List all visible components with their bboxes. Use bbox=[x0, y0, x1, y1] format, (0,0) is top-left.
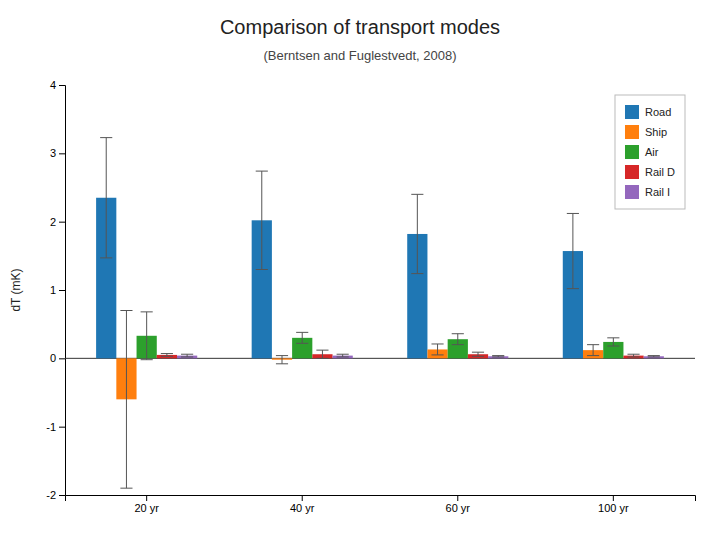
error-bar bbox=[607, 338, 619, 346]
y-tick-label: 0 bbox=[50, 352, 56, 364]
error-bar bbox=[431, 344, 443, 355]
x-tick: 60 yr bbox=[446, 495, 471, 514]
title: Comparison of transport modes bbox=[220, 16, 500, 38]
error-bar bbox=[472, 352, 484, 356]
x-axis-line bbox=[66, 496, 696, 502]
x-tick-label: 60 yr bbox=[446, 502, 471, 514]
error-bar bbox=[141, 312, 153, 360]
series-4 bbox=[177, 354, 664, 358]
y-axis-title: dT (mK) bbox=[9, 268, 23, 311]
legend-item: Air bbox=[625, 145, 659, 159]
legend-swatch bbox=[625, 105, 639, 119]
legend-item: Rail I bbox=[625, 185, 670, 199]
legend-box bbox=[615, 95, 685, 209]
y-tick-label: 3 bbox=[50, 147, 56, 159]
error-bar bbox=[492, 356, 504, 357]
y-tick: 4 bbox=[50, 79, 65, 91]
legend-label: Ship bbox=[645, 126, 667, 138]
error-bar bbox=[567, 213, 579, 288]
y-tick-mark bbox=[59, 290, 65, 291]
legend-label: Road bbox=[645, 106, 671, 118]
legend-swatch bbox=[625, 185, 639, 199]
y-tick: 0 bbox=[50, 352, 65, 364]
x-tick: 40 yr bbox=[290, 495, 315, 514]
y-tick-label: -2 bbox=[46, 489, 56, 501]
legend-label: Rail I bbox=[645, 186, 670, 198]
legend-label: Air bbox=[645, 146, 659, 158]
bar bbox=[488, 356, 508, 358]
y-tick: 1 bbox=[50, 284, 65, 296]
legend-swatch bbox=[625, 165, 639, 179]
x-tick: 100 yr bbox=[598, 495, 629, 514]
error-bar bbox=[411, 194, 423, 273]
error-bar bbox=[256, 171, 268, 269]
legend-item: Ship bbox=[625, 125, 667, 139]
x-tick-label: 100 yr bbox=[598, 502, 629, 514]
bar bbox=[644, 356, 664, 358]
y-tick-mark bbox=[59, 222, 65, 223]
error-bar bbox=[181, 354, 193, 357]
y-tick-mark bbox=[59, 358, 65, 359]
x-tick-mark bbox=[302, 495, 303, 501]
x-tick-mark bbox=[613, 495, 614, 501]
y-tick-label: 2 bbox=[50, 216, 56, 228]
x-tick: 20 yr bbox=[134, 495, 159, 514]
error-bar bbox=[120, 311, 132, 489]
x-tick-mark bbox=[457, 495, 458, 501]
subtitle: (Berntsen and Fuglestvedt, 2008) bbox=[264, 48, 457, 63]
y-tick: 2 bbox=[50, 216, 65, 228]
error-bar bbox=[276, 356, 288, 364]
y-tick-label: 4 bbox=[50, 79, 56, 91]
error-bar bbox=[648, 356, 660, 357]
y-axis: -2 -1 0 1 2 3 4 bbox=[46, 79, 65, 501]
series-1 bbox=[116, 311, 603, 489]
error-bar bbox=[100, 138, 112, 258]
error-bar bbox=[337, 354, 349, 357]
legend: Road Ship Air Rail D Rail I bbox=[615, 95, 685, 209]
y-tick: -2 bbox=[46, 489, 65, 501]
x-tick-label: 40 yr bbox=[290, 502, 315, 514]
legend-swatch bbox=[625, 125, 639, 139]
legend-item: Rail D bbox=[625, 165, 675, 179]
x-axis: 20 yr 40 yr 60 yr 100 yr bbox=[66, 495, 696, 514]
y-tick: 3 bbox=[50, 147, 65, 159]
y-axis-line bbox=[59, 86, 66, 496]
x-tick-label: 20 yr bbox=[134, 502, 159, 514]
error-bar bbox=[296, 332, 308, 343]
error-bar bbox=[161, 354, 173, 357]
error-bar bbox=[587, 345, 599, 356]
y-tick-mark bbox=[59, 495, 65, 496]
marks bbox=[65, 138, 695, 489]
legend-item: Road bbox=[625, 105, 671, 119]
series-2 bbox=[137, 312, 624, 360]
y-tick-mark bbox=[59, 427, 65, 428]
legend-label: Rail D bbox=[645, 166, 675, 178]
y-tick-label: 1 bbox=[50, 284, 56, 296]
y-tick-mark bbox=[59, 85, 65, 86]
chart: Comparison of transport modes (Berntsen a… bbox=[0, 0, 720, 540]
series-0 bbox=[96, 138, 583, 359]
plot-area: -2 -1 0 1 2 3 4 20 yr 40 yr 60 yr 100 yr dT (mK) Roa… bbox=[9, 79, 696, 514]
legend-swatch bbox=[625, 145, 639, 159]
error-bar bbox=[627, 354, 639, 357]
x-tick-mark bbox=[146, 495, 147, 501]
error-bar bbox=[316, 350, 328, 358]
series-3 bbox=[157, 350, 644, 358]
y-tick: -1 bbox=[46, 421, 65, 433]
y-tick-mark bbox=[59, 153, 65, 154]
y-tick-label: -1 bbox=[46, 421, 56, 433]
error-bar bbox=[452, 334, 464, 345]
